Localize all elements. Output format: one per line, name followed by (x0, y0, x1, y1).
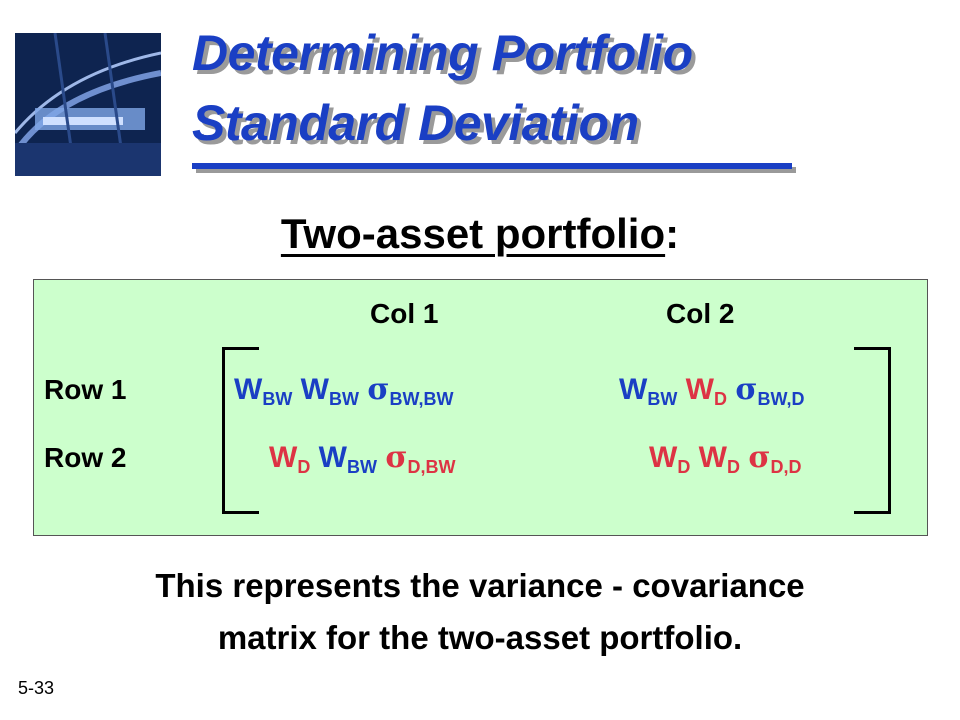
caption: This represents the variance - covarianc… (0, 560, 960, 664)
variance-covariance-matrix-panel: Col 1 Col 2 Row 1 Row 2 WBW WBW σBW,BW W… (33, 279, 928, 536)
subtitle-colon: : (665, 210, 680, 257)
matrix-cell-row1-col1: WBW WBW σBW,BW (234, 372, 454, 409)
bridge-photo-icon (15, 33, 161, 176)
right-matrix-bracket (854, 347, 891, 514)
col-2-header: Col 2 (666, 298, 735, 329)
matrix-cell-row2-col2: WD WD σD,D (649, 440, 802, 477)
matrix-cell-row1-col2: WBW WD σBW,D (619, 372, 805, 409)
caption-line-1: This represents the variance - covarianc… (155, 567, 805, 604)
row-1-header: Row 1 (44, 374, 127, 405)
title-line-1: Determining Portfolio (192, 25, 693, 81)
subtitle-text: Two-asset portfolio (280, 210, 666, 257)
title-underline (192, 163, 792, 169)
subtitle: Two-asset portfolio: (0, 210, 960, 258)
left-matrix-bracket (222, 347, 259, 514)
row-2-header: Row 2 (44, 442, 127, 473)
caption-line-2: matrix for the two-asset portfolio. (217, 619, 743, 656)
slide-number: 5-33 (18, 678, 55, 698)
col-1-header: Col 1 (370, 298, 439, 329)
matrix-cell-row2-col1: WD WBW σD,BW (269, 440, 456, 477)
title-line-2: Standard Deviation (192, 95, 639, 151)
